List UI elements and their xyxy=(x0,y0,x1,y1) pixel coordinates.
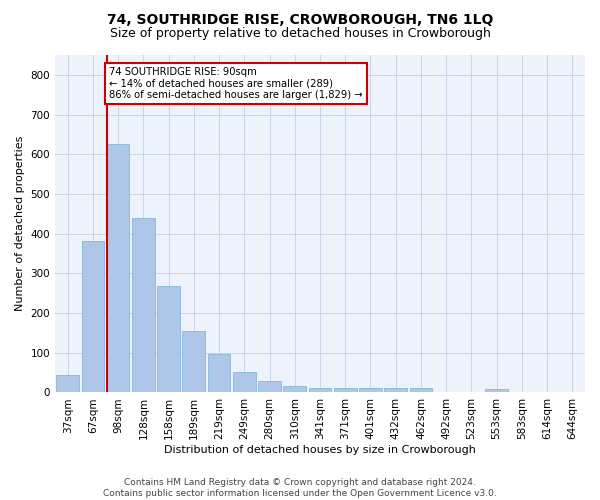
Bar xyxy=(208,354,230,393)
Bar xyxy=(334,388,356,392)
Bar xyxy=(359,388,382,392)
Text: 74 SOUTHRIDGE RISE: 90sqm
← 14% of detached houses are smaller (289)
86% of semi: 74 SOUTHRIDGE RISE: 90sqm ← 14% of detac… xyxy=(109,67,363,100)
Text: Contains HM Land Registry data © Crown copyright and database right 2024.
Contai: Contains HM Land Registry data © Crown c… xyxy=(103,478,497,498)
Y-axis label: Number of detached properties: Number of detached properties xyxy=(15,136,25,312)
Bar xyxy=(182,331,205,392)
Bar xyxy=(56,374,79,392)
X-axis label: Distribution of detached houses by size in Crowborough: Distribution of detached houses by size … xyxy=(164,445,476,455)
Bar xyxy=(410,388,433,392)
Bar xyxy=(157,286,180,393)
Bar xyxy=(308,388,331,392)
Text: Size of property relative to detached houses in Crowborough: Size of property relative to detached ho… xyxy=(110,28,490,40)
Bar xyxy=(283,386,306,392)
Bar xyxy=(258,382,281,392)
Bar xyxy=(107,144,130,392)
Bar xyxy=(385,388,407,392)
Bar xyxy=(82,241,104,392)
Bar xyxy=(132,218,155,392)
Text: 74, SOUTHRIDGE RISE, CROWBOROUGH, TN6 1LQ: 74, SOUTHRIDGE RISE, CROWBOROUGH, TN6 1L… xyxy=(107,12,493,26)
Bar xyxy=(233,372,256,392)
Bar xyxy=(485,390,508,392)
